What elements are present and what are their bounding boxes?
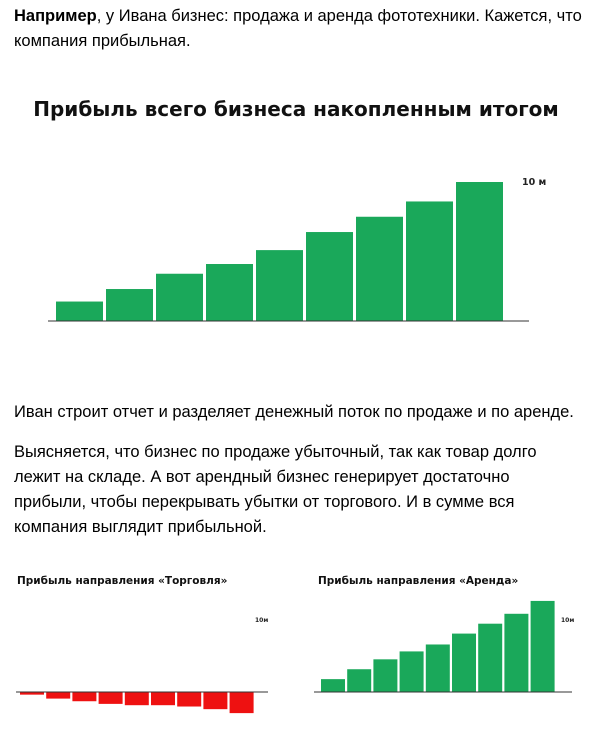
main-bar-7	[356, 216, 403, 321]
main-bar-9	[456, 182, 503, 321]
main-bar-1	[56, 301, 103, 321]
trade-bar-9	[229, 692, 254, 714]
rent-chart-title: Прибыль направления «Аренда»	[318, 575, 519, 587]
main-bar-8	[406, 201, 453, 321]
main-chart-title: Прибыль всего бизнеса накопленным итогом	[33, 97, 559, 121]
main-bar-3	[156, 273, 203, 321]
trade-bar-4	[98, 692, 123, 704]
rent-bar-4	[399, 651, 424, 692]
rent-bar-3	[373, 659, 398, 692]
rent-bar-8	[504, 613, 529, 692]
trade-max-label: 10м	[255, 617, 268, 624]
rent-bar-2	[347, 669, 372, 692]
rent-max-label: 10м	[561, 617, 574, 624]
rent-bar-1	[321, 679, 345, 692]
paragraph-explanation: Выясняется, что бизнес по продаже убыточ…	[14, 443, 537, 536]
paragraph-report: Иван строит отчет и разделяет денежный п…	[14, 403, 574, 421]
main-bar-2	[106, 289, 153, 321]
intro-paragraph: Например, у Ивана бизнес: продажа и арен…	[14, 4, 584, 54]
trade-chart-title: Прибыль направления «Торговля»	[17, 575, 228, 587]
trade-bar-2	[46, 692, 71, 699]
rent-bar-9	[530, 600, 555, 692]
trade-bar-7	[177, 692, 202, 707]
intro-bold: Например	[14, 7, 97, 25]
trade-bar-3	[72, 692, 97, 702]
trade-bar-1	[20, 692, 44, 695]
trade-bar-8	[203, 692, 228, 710]
intro-text: , у Ивана бизнес: продажа и аренда фотот…	[14, 7, 582, 50]
main-bar-6	[306, 232, 353, 321]
trade-bar-5	[124, 692, 149, 706]
main-max-label: 10 м	[522, 177, 546, 188]
main-bar-5	[256, 250, 303, 321]
trade-bar-6	[151, 692, 175, 706]
rent-bar-7	[478, 623, 503, 692]
rent-bar-6	[452, 633, 476, 692]
rent-bar-5	[425, 644, 450, 692]
main-bar-4	[206, 264, 253, 321]
